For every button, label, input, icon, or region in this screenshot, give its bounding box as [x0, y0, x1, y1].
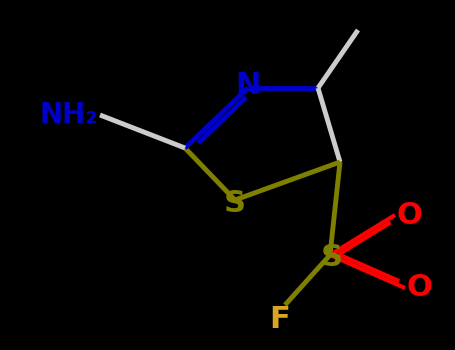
- Text: S: S: [224, 189, 246, 217]
- Text: O: O: [406, 273, 432, 302]
- Text: F: F: [270, 304, 290, 334]
- Text: O: O: [396, 201, 422, 230]
- Text: NH₂: NH₂: [40, 101, 98, 129]
- Text: S: S: [321, 243, 343, 272]
- Text: N: N: [235, 71, 261, 100]
